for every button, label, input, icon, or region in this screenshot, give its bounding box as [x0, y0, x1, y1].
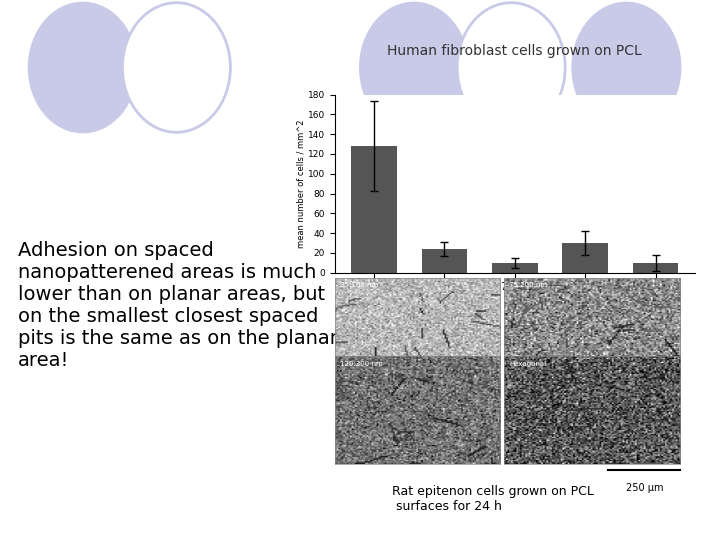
- Text: Hexagonal: Hexagonal: [509, 361, 546, 367]
- Text: 75:200 nm: 75:200 nm: [509, 282, 547, 288]
- Text: 120:300 nm: 120:300 nm: [340, 361, 382, 367]
- Text: Rat epitenon cells grown on PCL
 surfaces for 24 h: Rat epitenon cells grown on PCL surfaces…: [392, 485, 594, 514]
- Bar: [351, 146, 397, 273]
- Bar: [633, 263, 678, 273]
- Ellipse shape: [29, 3, 137, 132]
- Bar: [562, 243, 608, 273]
- Bar: [492, 263, 538, 273]
- Text: 35:100 nm: 35:100 nm: [340, 282, 378, 288]
- Ellipse shape: [360, 3, 468, 132]
- Y-axis label: mean number of cells / mm^2: mean number of cells / mm^2: [296, 119, 305, 248]
- Text: Adhesion on spaced
nanopatterened areas is much
lower than on planar areas, but
: Adhesion on spaced nanopatterened areas …: [18, 241, 338, 369]
- Ellipse shape: [457, 3, 565, 132]
- Text: Human fibroblast cells grown on PCL: Human fibroblast cells grown on PCL: [387, 44, 642, 58]
- Ellipse shape: [572, 3, 680, 132]
- Bar: [421, 249, 467, 273]
- Text: 250 μm: 250 μm: [626, 483, 663, 494]
- Ellipse shape: [122, 3, 230, 132]
